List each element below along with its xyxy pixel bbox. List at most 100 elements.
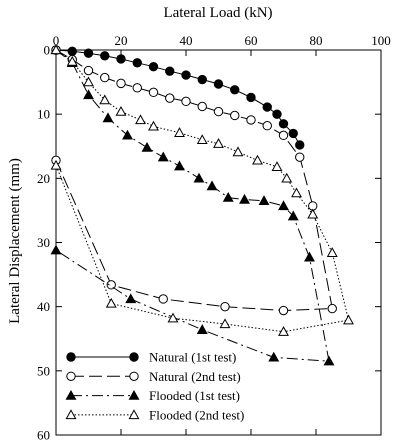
data-point: [50, 244, 62, 255]
legend-marker: [129, 371, 139, 381]
data-point: [213, 138, 224, 148]
data-point: [132, 58, 142, 68]
data-point: [271, 161, 283, 171]
data-point: [278, 200, 289, 211]
legend-entry: Flooded (1st test): [65, 388, 240, 403]
data-point: [295, 152, 305, 162]
y-tick-label: 40: [37, 299, 50, 314]
data-point: [148, 120, 159, 131]
data-point: [239, 193, 250, 204]
legend-entry: Natural (2nd test): [66, 369, 241, 384]
data-point: [66, 55, 78, 66]
data-point: [222, 191, 234, 202]
data-point: [213, 106, 224, 117]
series-layer: [50, 44, 354, 366]
data-point: [100, 51, 110, 61]
data-point: [262, 121, 272, 131]
x-tick-label: 80: [310, 33, 323, 48]
data-point: [287, 210, 299, 221]
data-point: [83, 65, 94, 76]
data-point: [135, 114, 146, 125]
y-tick-label: 30: [37, 235, 50, 250]
data-point: [105, 297, 117, 308]
axis-ticks: 0 20 40 60 80 100 0 10 20 30 40 50 60: [37, 33, 391, 442]
data-point: [193, 172, 205, 183]
data-point: [116, 54, 126, 64]
data-point: [122, 129, 133, 140]
data-point: [288, 128, 298, 139]
data-point: [327, 303, 337, 314]
legend-label: Flooded (1st test): [149, 388, 240, 403]
x-tick-label: 0: [53, 33, 60, 48]
data-point: [148, 61, 159, 72]
data-point: [141, 141, 153, 152]
x-tick-label: 60: [245, 33, 258, 48]
series-2: [51, 45, 337, 316]
data-point: [291, 187, 302, 198]
data-point: [307, 208, 319, 219]
data-point: [230, 110, 240, 121]
data-point: [125, 293, 137, 304]
data-point: [181, 70, 191, 80]
legend-marker: [66, 371, 76, 381]
data-point: [197, 74, 207, 85]
data-point: [165, 66, 175, 76]
legend-marker: [65, 409, 77, 420]
data-point: [268, 351, 280, 362]
data-point: [157, 151, 169, 162]
data-point: [99, 94, 111, 105]
y-axis-title: Lateral Displacement (mm): [7, 158, 23, 324]
y-tick-label: 10: [37, 107, 50, 122]
data-point: [181, 96, 191, 107]
legend-marker: [129, 352, 139, 362]
data-point: [272, 109, 282, 119]
y-tick-label: 0: [44, 43, 51, 58]
legend-entry: Flooded (2nd test): [65, 407, 244, 422]
series-line: [55, 49, 350, 333]
legend-marker: [66, 352, 76, 362]
data-point: [304, 251, 315, 262]
data-point: [50, 44, 62, 55]
y-tick-label: 50: [37, 363, 50, 378]
data-point: [281, 172, 293, 183]
data-point: [278, 326, 289, 336]
legend-entry: Natural (1st test): [66, 350, 236, 365]
data-point: [83, 76, 94, 87]
data-point: [165, 93, 175, 103]
data-point: [219, 318, 231, 329]
data-point: [67, 46, 77, 56]
data-point: [106, 280, 116, 290]
data-point: [196, 134, 208, 145]
data-point: [102, 112, 114, 123]
x-tick-label: 20: [115, 33, 128, 48]
data-point: [278, 130, 289, 141]
data-point: [220, 301, 230, 312]
data-point: [278, 119, 289, 129]
data-point: [232, 146, 244, 157]
data-point: [258, 195, 270, 205]
legend: Natural (1st test) Natural (2nd test) Floo…: [65, 350, 244, 422]
series-4: [50, 44, 354, 336]
data-point: [100, 72, 110, 83]
data-point: [323, 355, 335, 366]
data-point: [83, 89, 94, 100]
data-point: [174, 160, 185, 171]
data-point: [230, 85, 240, 95]
data-point: [148, 87, 159, 98]
legend-label: Flooded (2nd test): [149, 407, 244, 422]
data-point: [206, 180, 218, 191]
series-line: [55, 49, 330, 362]
data-point: [167, 312, 179, 323]
data-point: [132, 83, 142, 93]
legend-marker: [128, 409, 140, 420]
y-tick-label: 60: [37, 428, 50, 442]
data-point: [213, 79, 224, 89]
data-point: [196, 324, 208, 334]
x-tick-label: 40: [180, 33, 193, 48]
legend-label: Natural (1st test): [149, 350, 236, 365]
legend-marker: [128, 389, 140, 400]
data-point: [83, 48, 94, 58]
data-point: [246, 92, 256, 103]
data-point: [116, 78, 126, 89]
